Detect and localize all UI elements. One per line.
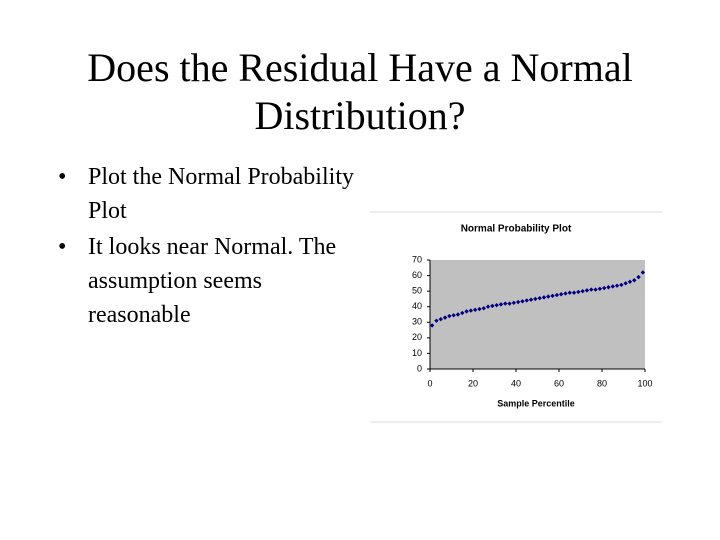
point: [464, 309, 469, 314]
point: [554, 292, 560, 298]
point: [498, 302, 504, 307]
x-tick-label: 20: [468, 378, 478, 388]
x-tick-label: 80: [597, 378, 607, 388]
point: [451, 313, 456, 318]
point: [472, 307, 478, 313]
point: [511, 300, 517, 306]
point: [460, 310, 465, 316]
point: [533, 296, 538, 302]
y-tick-label: 70: [412, 254, 422, 264]
point: [537, 295, 542, 301]
point: [520, 299, 525, 304]
y-tick-label: 40: [412, 301, 422, 311]
y-tick-label: 30: [412, 317, 422, 327]
point: [610, 284, 615, 289]
point: [563, 291, 568, 296]
point: [558, 292, 564, 297]
point: [524, 298, 529, 303]
point: [640, 270, 646, 275]
point: [455, 312, 461, 317]
point: [438, 316, 443, 322]
y-tick-label: 50: [412, 286, 422, 296]
chart-title: Normal Probability Plot: [461, 224, 572, 235]
point: [429, 323, 435, 328]
point: [606, 285, 611, 290]
point: [442, 315, 448, 320]
point: [477, 306, 482, 312]
point: [614, 283, 620, 288]
bullet: It looks near Normal. The assumption see…: [58, 230, 358, 332]
bullet-list: Plot the Normal Probability PlotIt looks…: [58, 160, 358, 334]
x-tick-label: 0: [427, 378, 432, 388]
point: [580, 288, 585, 294]
point: [636, 274, 641, 280]
plot-area: [430, 260, 645, 369]
x-axis-label: Sample Percentile: [497, 398, 575, 408]
point: [584, 288, 590, 293]
point: [494, 302, 499, 308]
y-tick-label: 60: [412, 270, 422, 280]
point: [490, 303, 495, 309]
point: [597, 286, 603, 292]
point: [447, 313, 452, 319]
slide-title: Does the Residual Have a Normal Distribu…: [87, 45, 633, 138]
point: [571, 290, 577, 295]
point: [593, 287, 598, 292]
bullet: Plot the Normal Probability Plot: [58, 160, 358, 228]
point: [485, 304, 491, 309]
point: [550, 293, 555, 299]
x-tick-label: 100: [637, 378, 652, 388]
point: [515, 299, 521, 305]
point: [627, 279, 633, 284]
point: [632, 278, 637, 283]
point: [619, 282, 624, 288]
point: [541, 295, 547, 300]
point: [481, 306, 486, 311]
point: [623, 281, 628, 286]
y-tick-label: 0: [417, 363, 422, 373]
point: [601, 285, 607, 291]
point: [546, 294, 551, 299]
y-tick-label: 10: [412, 348, 422, 358]
point: [567, 290, 572, 295]
y-tick-label: 20: [412, 332, 422, 342]
point: [434, 318, 439, 323]
point: [589, 287, 594, 292]
point: [528, 297, 534, 302]
point: [503, 301, 508, 306]
x-tick-label: 60: [554, 378, 564, 388]
point: [576, 289, 581, 295]
x-tick-label: 40: [511, 378, 521, 388]
point: [507, 301, 512, 306]
point: [468, 308, 474, 313]
